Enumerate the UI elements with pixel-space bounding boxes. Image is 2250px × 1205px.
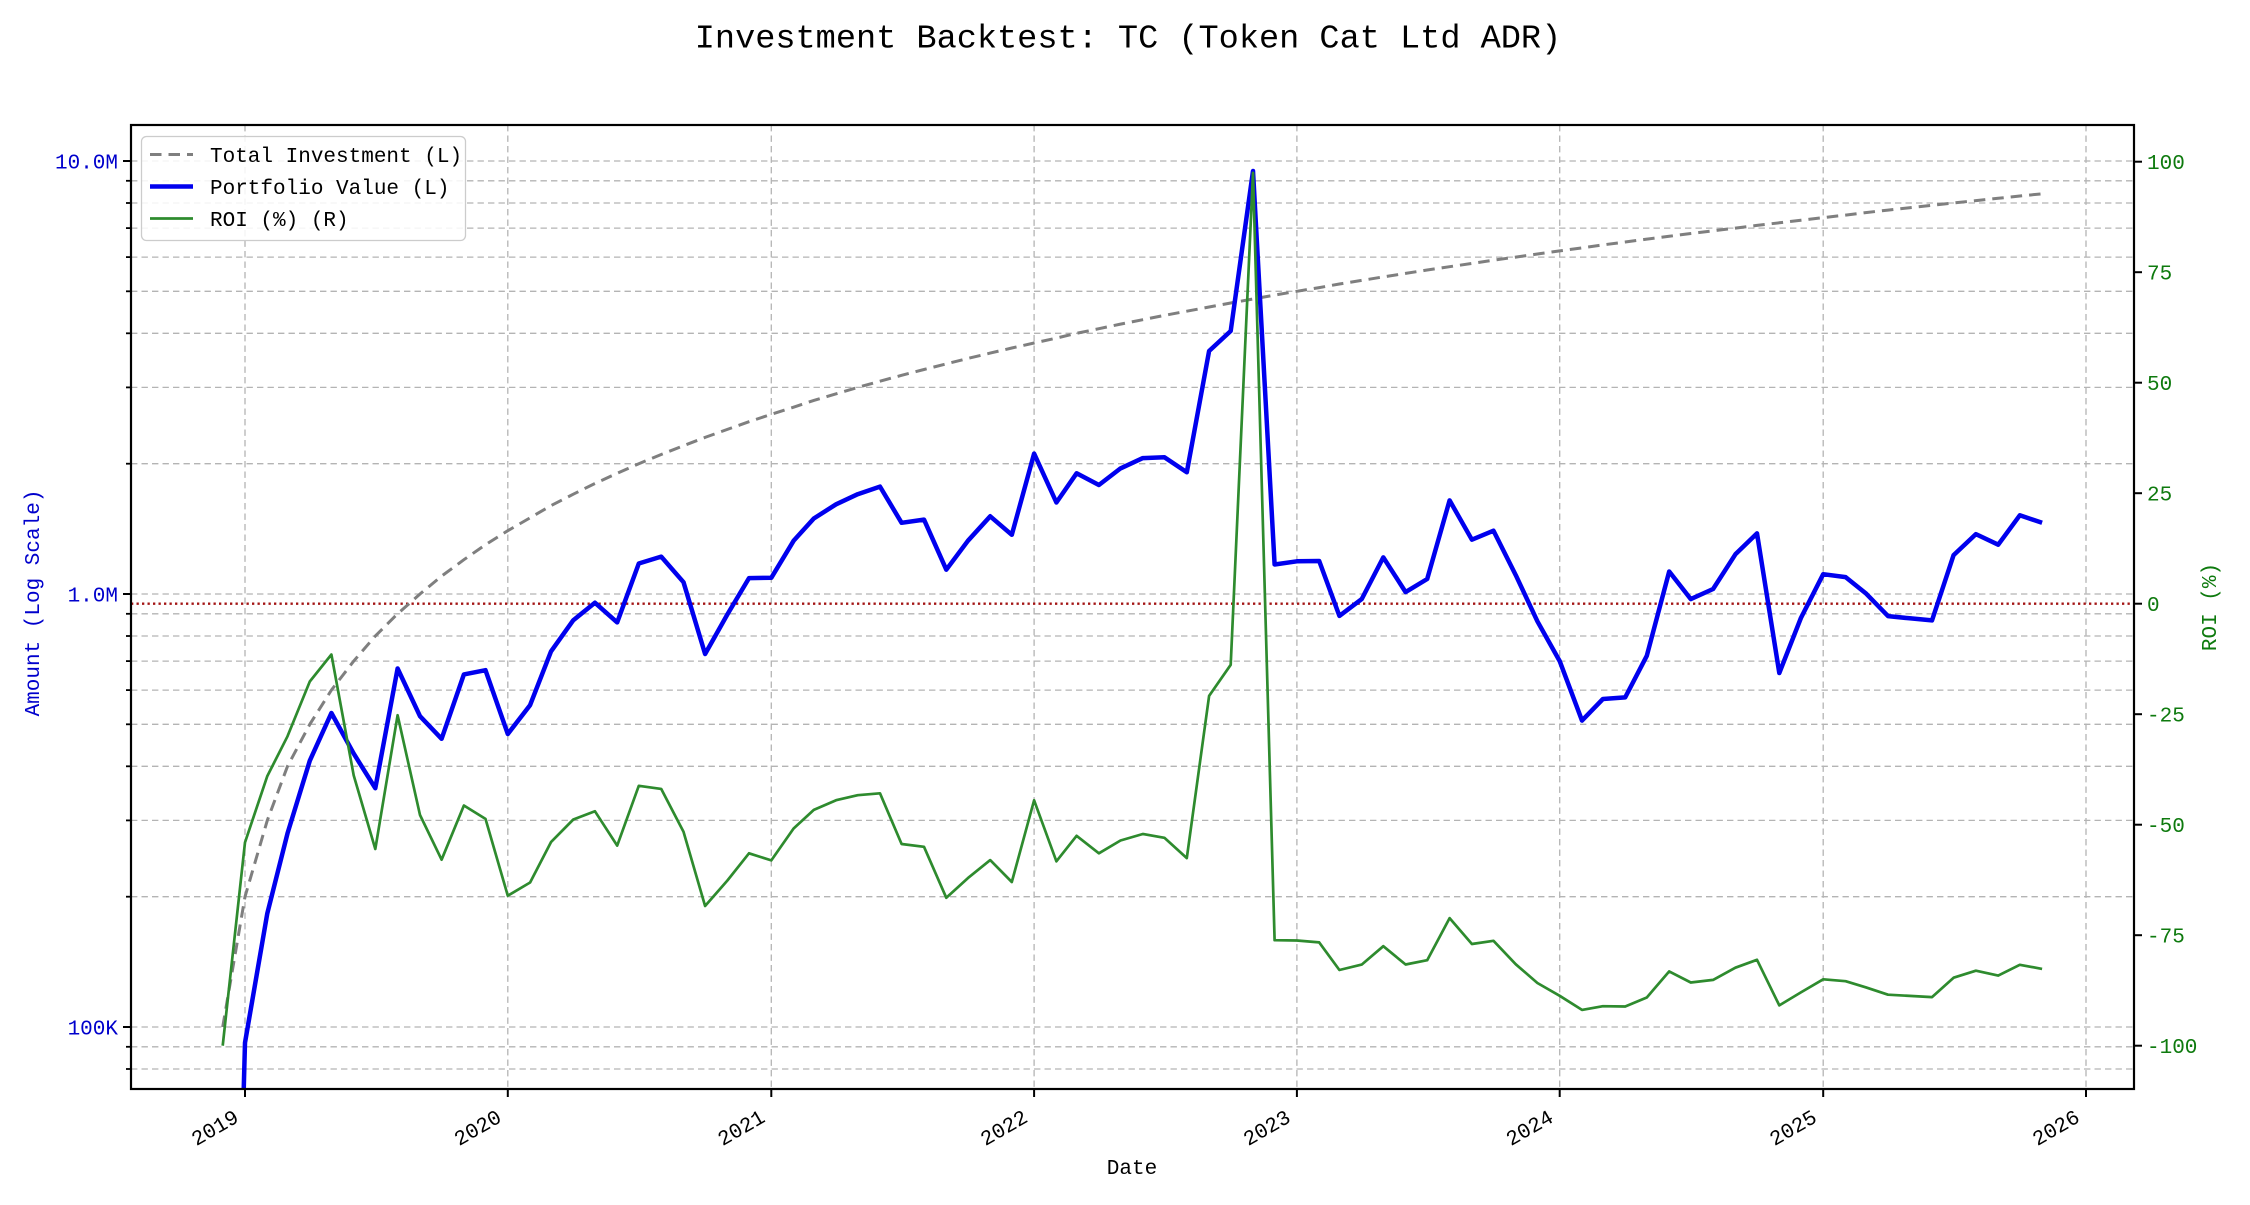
- svg-text:Investment Backtest: TC (Token: Investment Backtest: TC (Token Cat Ltd A…: [695, 21, 1561, 59]
- svg-text:-25: -25: [2147, 706, 2185, 729]
- svg-text:-100: -100: [2147, 1037, 2197, 1060]
- svg-text:100: 100: [2147, 153, 2185, 176]
- svg-text:Date: Date: [1107, 1158, 1157, 1181]
- svg-text:1.0M: 1.0M: [68, 586, 118, 609]
- svg-text:Portfolio Value (L): Portfolio Value (L): [210, 178, 449, 201]
- svg-text:100K: 100K: [68, 1019, 119, 1042]
- svg-text:Amount (Log Scale): Amount (Log Scale): [23, 490, 46, 717]
- svg-text:10.0M: 10.0M: [55, 153, 118, 176]
- svg-text:-75: -75: [2147, 927, 2185, 950]
- svg-text:Total Investment (L): Total Investment (L): [210, 146, 462, 169]
- svg-text:ROI (%): ROI (%): [2200, 563, 2223, 651]
- svg-text:50: 50: [2147, 374, 2172, 397]
- svg-text:ROI (%) (R): ROI (%) (R): [210, 210, 349, 233]
- svg-text:-50: -50: [2147, 816, 2185, 839]
- svg-text:0: 0: [2147, 595, 2160, 618]
- svg-text:75: 75: [2147, 264, 2172, 287]
- svg-text:25: 25: [2147, 485, 2172, 508]
